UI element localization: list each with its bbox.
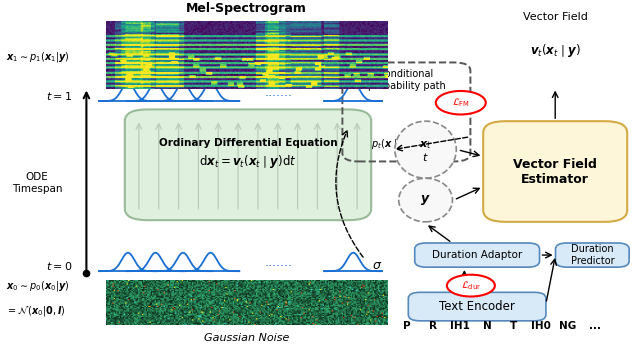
Text: $\mathcal{L}_\mathrm{FM}$: $\mathcal{L}_\mathrm{FM}$ — [452, 96, 470, 109]
Text: IH0: IH0 — [531, 321, 551, 331]
Ellipse shape — [436, 91, 486, 115]
Text: NG: NG — [559, 321, 576, 331]
Text: $\sigma$: $\sigma$ — [372, 259, 383, 272]
Text: Ordinary Differential Equation: Ordinary Differential Equation — [159, 138, 337, 148]
Text: Text Encoder: Text Encoder — [439, 300, 515, 313]
FancyBboxPatch shape — [415, 243, 540, 267]
Text: $\mathrm{d}\boldsymbol{x}_t = \boldsymbol{v}_t(\boldsymbol{x}_t \mid \boldsymbol: $\mathrm{d}\boldsymbol{x}_t = \boldsymbo… — [199, 153, 297, 170]
Text: Mel-Spectrogram: Mel-Spectrogram — [186, 2, 307, 15]
Text: N: N — [483, 321, 492, 331]
FancyBboxPatch shape — [483, 121, 627, 222]
Text: IH1: IH1 — [450, 321, 470, 331]
Text: Duration
Predictor: Duration Predictor — [570, 244, 614, 266]
Text: $p_t(\boldsymbol{x} \mid \boldsymbol{x}_0, \boldsymbol{x}_1, \boldsymbol{y})$: $p_t(\boldsymbol{x} \mid \boldsymbol{x}_… — [371, 137, 442, 151]
Text: $t$: $t$ — [422, 151, 429, 163]
FancyBboxPatch shape — [408, 292, 546, 321]
FancyBboxPatch shape — [125, 109, 371, 220]
Text: $\boldsymbol{x}_1 \sim p_1(\boldsymbol{x}_1|\boldsymbol{y})$: $\boldsymbol{x}_1 \sim p_1(\boldsymbol{x… — [6, 51, 70, 64]
Text: $\boldsymbol{x}_t$: $\boldsymbol{x}_t$ — [419, 139, 432, 151]
Text: $t=1$: $t=1$ — [46, 90, 72, 102]
Text: R: R — [429, 321, 437, 331]
Text: T: T — [510, 321, 518, 331]
FancyBboxPatch shape — [556, 243, 629, 267]
Text: Conditional
probability path: Conditional probability path — [367, 69, 445, 91]
Text: $t=0$: $t=0$ — [45, 260, 72, 272]
Ellipse shape — [395, 121, 456, 178]
Text: .......: ....... — [264, 86, 292, 99]
Text: $\boldsymbol{x}_0 \sim p_0(\boldsymbol{x}_0|\boldsymbol{y})$: $\boldsymbol{x}_0 \sim p_0(\boldsymbol{x… — [6, 279, 70, 293]
Text: Vector Field: Vector Field — [523, 12, 588, 22]
Text: ...: ... — [589, 321, 600, 331]
Ellipse shape — [399, 178, 452, 222]
Text: Vector Field
Estimator: Vector Field Estimator — [513, 158, 597, 185]
Text: .......: ....... — [264, 256, 292, 269]
Text: $\boldsymbol{v}_t(\boldsymbol{x}_t \mid \boldsymbol{y})$: $\boldsymbol{v}_t(\boldsymbol{x}_t \mid … — [530, 42, 580, 59]
Text: Gaussian Noise: Gaussian Noise — [204, 333, 289, 343]
Ellipse shape — [447, 275, 495, 297]
Text: $\boldsymbol{y}$: $\boldsymbol{y}$ — [420, 193, 431, 207]
Text: $= \mathcal{N}(\boldsymbol{x}_0|\boldsymbol{0},\boldsymbol{I})$: $= \mathcal{N}(\boldsymbol{x}_0|\boldsym… — [6, 304, 66, 318]
Text: P: P — [403, 321, 410, 331]
Text: ODE
Timespan: ODE Timespan — [12, 172, 62, 194]
Text: $\mathcal{L}_\mathrm{dur}$: $\mathcal{L}_\mathrm{dur}$ — [461, 279, 481, 292]
Text: Duration Adaptor: Duration Adaptor — [432, 250, 522, 260]
